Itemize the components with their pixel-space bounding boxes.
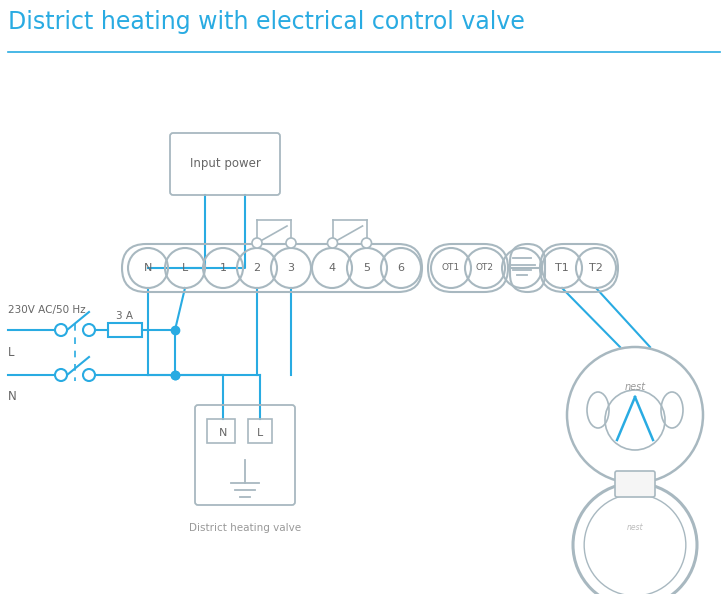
- Text: 4: 4: [328, 263, 336, 273]
- Circle shape: [83, 369, 95, 381]
- Text: 1: 1: [220, 263, 226, 273]
- Text: 230V AC/50 Hz: 230V AC/50 Hz: [8, 305, 86, 315]
- Circle shape: [362, 238, 371, 248]
- Text: T1: T1: [555, 263, 569, 273]
- Text: OT2: OT2: [476, 264, 494, 273]
- Text: L: L: [182, 263, 188, 273]
- Text: L: L: [8, 346, 15, 359]
- Text: nest: nest: [625, 382, 646, 392]
- Text: N: N: [219, 428, 227, 438]
- Text: 3 A: 3 A: [116, 311, 133, 321]
- Text: Input power: Input power: [189, 157, 261, 170]
- Text: OT1: OT1: [442, 264, 460, 273]
- Text: 2: 2: [253, 263, 261, 273]
- Text: N: N: [8, 390, 17, 403]
- Circle shape: [252, 238, 262, 248]
- Text: nest: nest: [627, 523, 644, 532]
- Text: 3: 3: [288, 263, 295, 273]
- Text: 5: 5: [363, 263, 371, 273]
- Text: District heating with electrical control valve: District heating with electrical control…: [8, 10, 525, 34]
- Circle shape: [55, 324, 67, 336]
- Text: N: N: [144, 263, 152, 273]
- FancyBboxPatch shape: [615, 471, 655, 497]
- Circle shape: [328, 238, 338, 248]
- Circle shape: [286, 238, 296, 248]
- Circle shape: [55, 369, 67, 381]
- Circle shape: [83, 324, 95, 336]
- Text: T2: T2: [589, 263, 603, 273]
- Text: L: L: [257, 428, 263, 438]
- Text: District heating valve: District heating valve: [189, 523, 301, 533]
- Text: 6: 6: [397, 263, 405, 273]
